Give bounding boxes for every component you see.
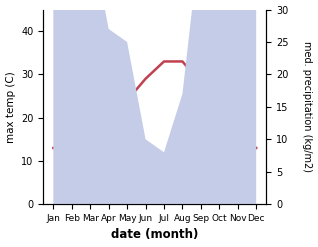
Y-axis label: med. precipitation (kg/m2): med. precipitation (kg/m2): [302, 41, 313, 172]
Y-axis label: max temp (C): max temp (C): [5, 71, 16, 143]
X-axis label: date (month): date (month): [111, 228, 198, 242]
